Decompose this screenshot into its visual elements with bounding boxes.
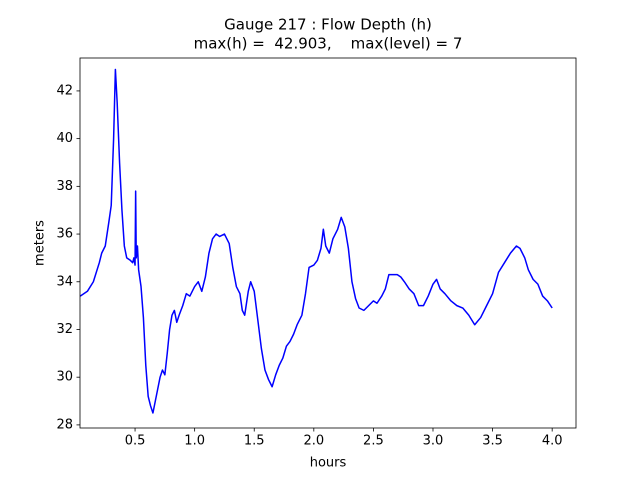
- y-tick-label: 40: [56, 131, 73, 146]
- x-tick-label: 3.5: [482, 434, 503, 449]
- y-tick-label: 30: [56, 370, 73, 385]
- y-tick-label: 36: [56, 227, 73, 242]
- chart-subtitle: max(h) = 42.903, max(level) = 7: [194, 35, 463, 53]
- chart-title: Gauge 217 : Flow Depth (h): [224, 16, 432, 34]
- y-tick-label: 34: [56, 274, 73, 289]
- x-tick-label: 1.5: [244, 434, 265, 449]
- x-tick-label: 1.0: [184, 434, 205, 449]
- y-tick-label: 32: [56, 322, 73, 337]
- x-tick-label: 2.5: [363, 434, 384, 449]
- x-tick-label: 2.0: [303, 434, 324, 449]
- data-line: [79, 68, 553, 414]
- x-axis-label: hours: [310, 456, 347, 471]
- y-axis-label: meters: [33, 220, 48, 266]
- x-tick-label: 4.0: [542, 434, 563, 449]
- y-tick-label: 28: [56, 417, 73, 432]
- plot-frame: [79, 57, 577, 429]
- y-tick-label: 38: [56, 179, 73, 194]
- x-tick-label: 3.0: [423, 434, 444, 449]
- y-tick-label: 42: [56, 83, 73, 98]
- x-tick-label: 0.5: [125, 434, 146, 449]
